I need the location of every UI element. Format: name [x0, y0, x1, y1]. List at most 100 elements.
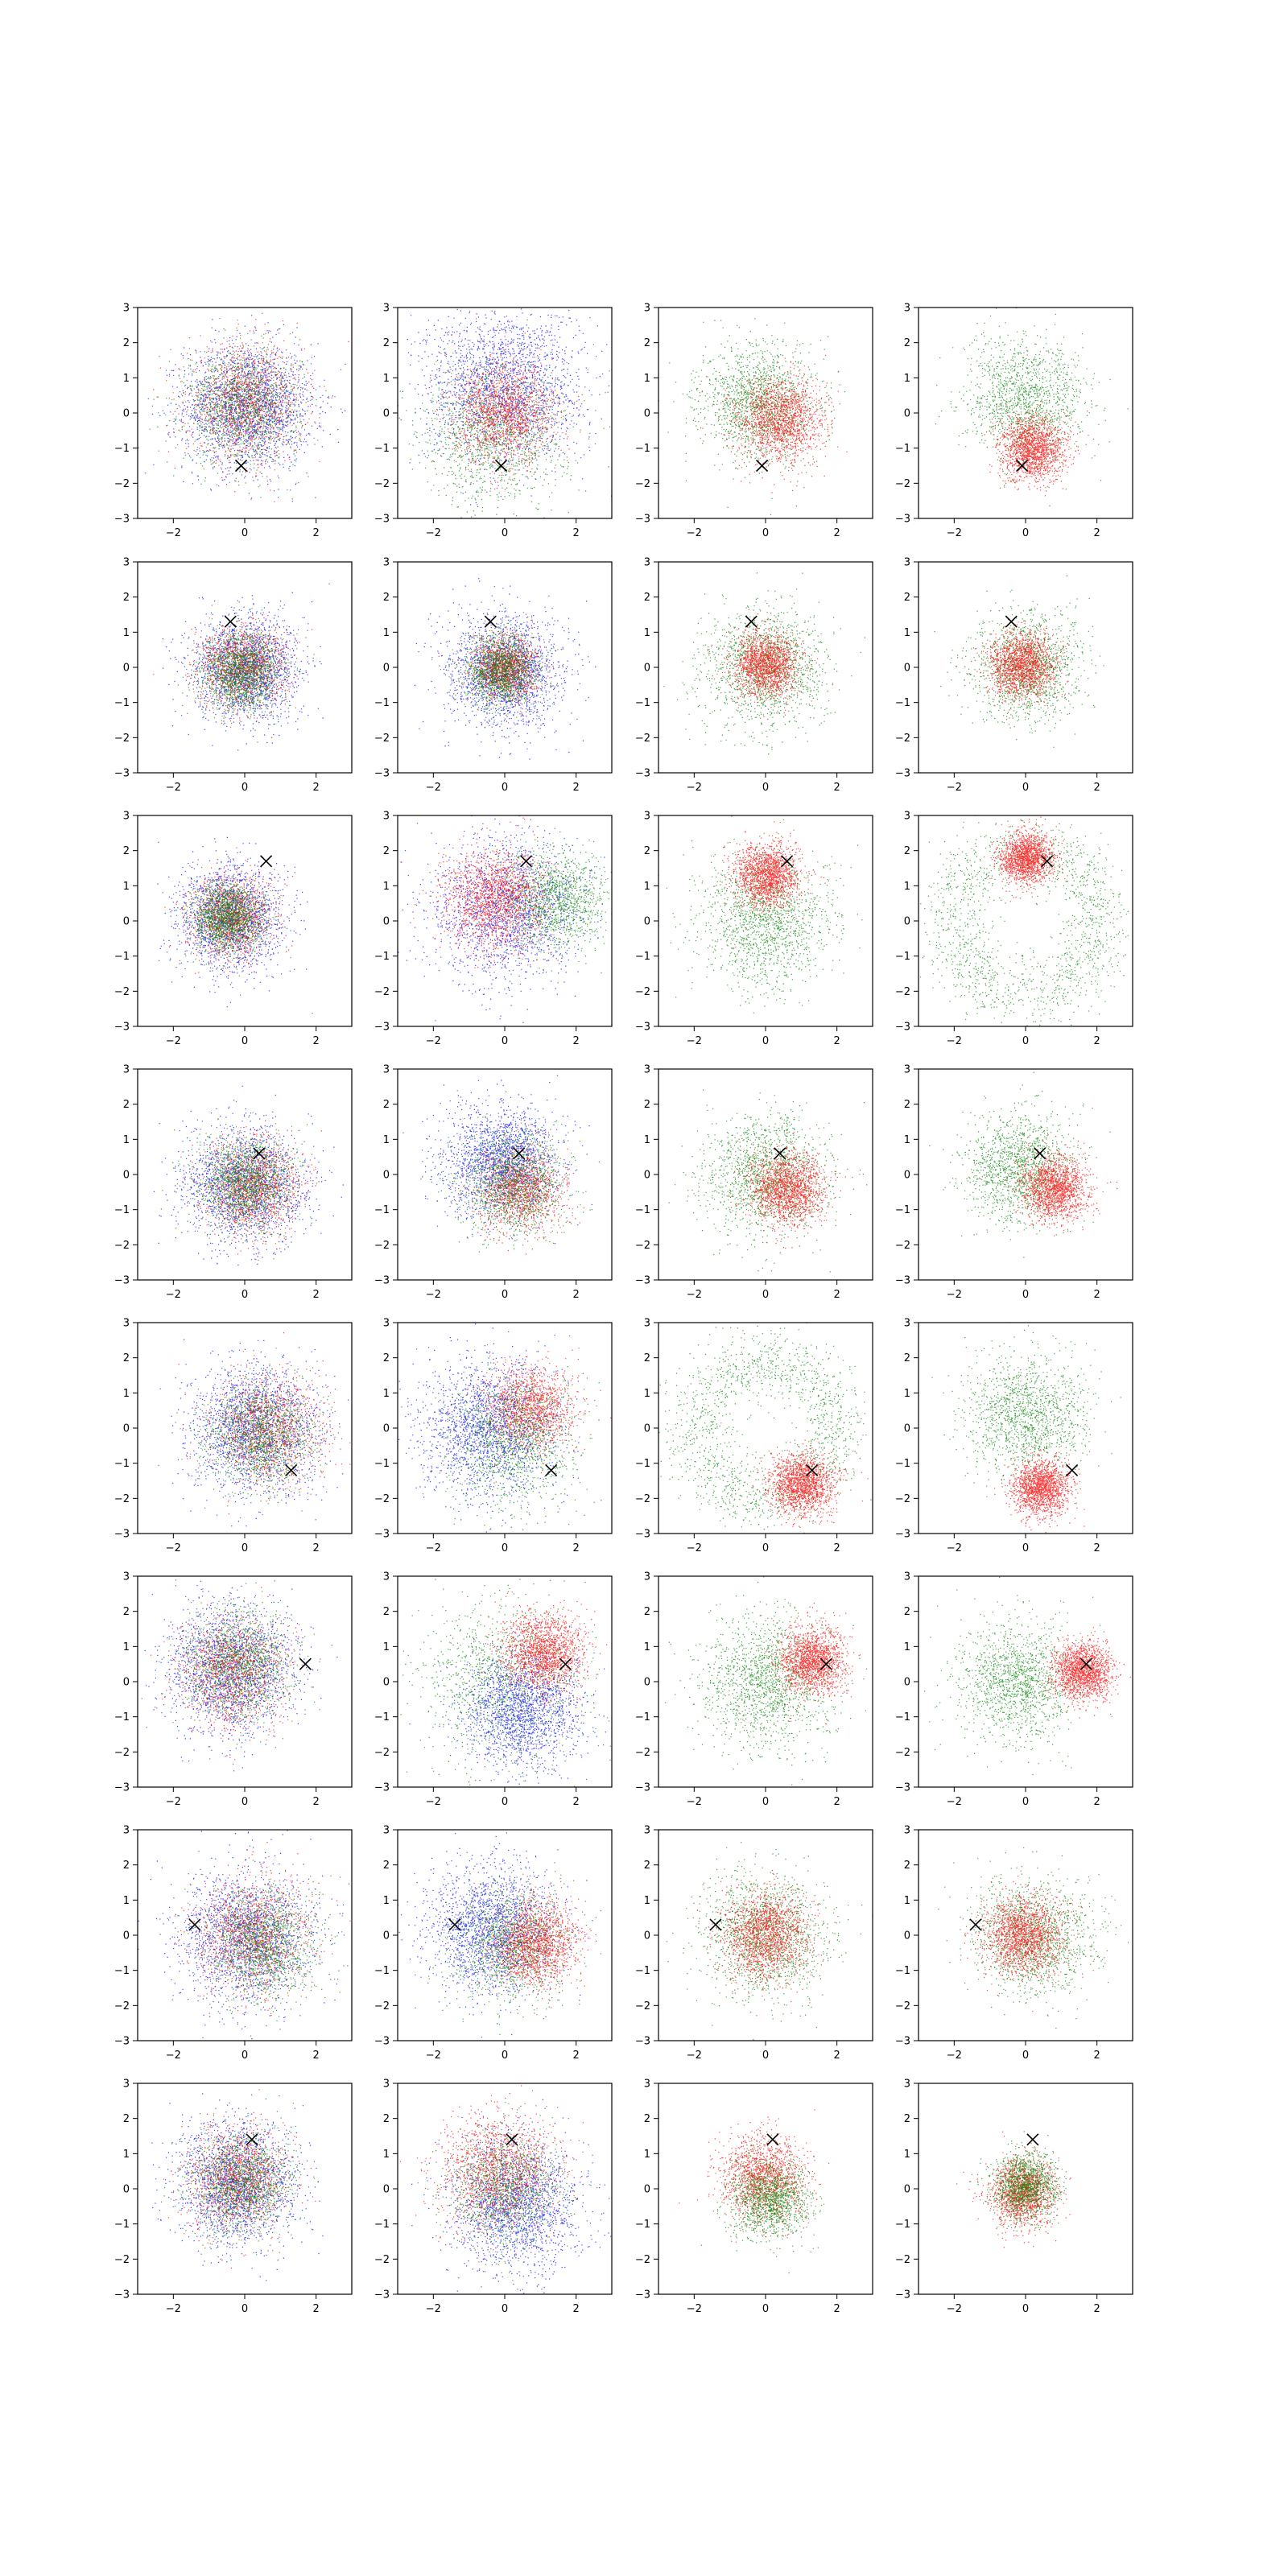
x-tick-label: 2	[313, 782, 320, 794]
y-tick-label: −3	[895, 2289, 910, 2301]
y-tick-label: −3	[114, 768, 130, 780]
scatter-points-green	[483, 826, 630, 984]
y-tick-label: 2	[904, 845, 910, 857]
x-tick-label: −2	[426, 1542, 441, 1554]
x-marker	[246, 2134, 258, 2145]
y-tick-label: 0	[123, 1423, 130, 1435]
x-tick-label: −2	[687, 1289, 702, 1301]
x-tick-label: −2	[687, 1035, 702, 1047]
y-tick-label: −3	[635, 1529, 650, 1541]
y-tick-label: 1	[644, 2149, 650, 2161]
points-layer	[918, 298, 1128, 506]
y-tick-label: 3	[904, 1825, 910, 1837]
y-tick-label: −1	[635, 1204, 650, 1216]
points-layer	[938, 1847, 1129, 2029]
x-marker	[254, 1148, 265, 1159]
y-tick-label: −1	[895, 1458, 910, 1470]
y-tick-label: −1	[895, 951, 910, 963]
x-marker	[496, 460, 507, 472]
x-tick-label: 2	[313, 1542, 320, 1554]
cluster-green	[390, 1335, 601, 1536]
cluster-blue	[369, 799, 625, 1023]
y-tick-label: −1	[114, 1965, 130, 1977]
scatter-points-red	[175, 1118, 322, 1260]
y-tick-label: −3	[114, 1022, 130, 1034]
scatter-points-red	[162, 2089, 316, 2268]
y-tick-label: 1	[904, 373, 910, 385]
x-marker	[1005, 616, 1017, 627]
scatter-points-red	[449, 1331, 614, 1484]
x-tick-label: 2	[834, 1289, 840, 1301]
x-tick-label: 2	[834, 1035, 840, 1047]
x-tick-label: 0	[502, 527, 508, 539]
y-tick-label: 0	[904, 1170, 910, 1182]
y-tick-label: −3	[635, 1022, 650, 1034]
y-tick-label: 0	[383, 1930, 390, 1942]
y-tick-label: 1	[123, 373, 130, 385]
x-marker	[189, 1919, 200, 1930]
y-tick-label: −1	[895, 2219, 910, 2231]
y-tick-label: 2	[904, 1860, 910, 1872]
y-tick-label: 3	[644, 1571, 650, 1583]
x-tick-label: −2	[947, 527, 962, 539]
y-tick-label: 0	[123, 916, 130, 928]
x-tick-label: 2	[573, 1035, 580, 1047]
x-tick-label: 2	[1094, 1796, 1100, 1808]
x-tick-label: 2	[834, 2303, 840, 2315]
x-marker	[225, 616, 236, 627]
scatter-points-blue	[402, 1075, 592, 1245]
scatter-points-red	[679, 2109, 829, 2245]
y-tick-label: −3	[114, 514, 130, 526]
x-tick-label: 0	[502, 2050, 508, 2062]
y-tick-label: 2	[383, 592, 390, 604]
x-marker	[757, 460, 768, 472]
cluster-green	[910, 1317, 1133, 1502]
points-layer	[378, 239, 635, 547]
y-tick-label: −3	[114, 1275, 130, 1287]
y-tick-label: 0	[123, 408, 130, 420]
cluster-red	[176, 1332, 350, 1514]
y-tick-label: −1	[635, 1711, 650, 1724]
scatter-points-red	[176, 1332, 350, 1514]
x-tick-label: −2	[426, 782, 441, 794]
y-tick-label: −1	[114, 697, 130, 709]
points-layer	[658, 318, 848, 515]
x-tick-label: 2	[834, 782, 840, 794]
y-tick-label: 2	[644, 2113, 650, 2125]
y-tick-label: −2	[114, 1747, 130, 1759]
axes-frame	[919, 562, 1133, 773]
y-tick-label: 0	[644, 1423, 650, 1435]
points-layer	[910, 1317, 1133, 1535]
y-tick-label: −2	[374, 1747, 390, 1759]
x-tick-label: 2	[1094, 2303, 1100, 2315]
y-tick-label: 3	[644, 303, 650, 315]
y-tick-label: 2	[904, 1352, 910, 1364]
x-tick-label: 0	[762, 782, 769, 794]
scatter-points-red	[1044, 1627, 1132, 1718]
points-layer	[667, 1842, 873, 2040]
x-marker	[485, 616, 496, 627]
y-tick-label: −1	[635, 2219, 650, 2231]
y-tick-label: −1	[114, 443, 130, 455]
y-tick-label: −2	[635, 478, 650, 490]
y-tick-label: −3	[895, 1275, 910, 1287]
y-tick-label: −3	[374, 1529, 390, 1541]
points-layer	[894, 799, 1146, 1032]
x-tick-label: 0	[1022, 1289, 1029, 1301]
cluster-red	[758, 1603, 861, 1724]
x-tick-label: 0	[242, 1542, 248, 1554]
cluster-green	[161, 2111, 319, 2255]
x-tick-label: 2	[573, 1796, 580, 1808]
x-tick-label: −2	[166, 527, 181, 539]
scatter-points-red	[150, 318, 349, 502]
cluster-green	[929, 1072, 1111, 1258]
y-tick-label: 0	[383, 1423, 390, 1435]
y-tick-label: −3	[895, 1022, 910, 1034]
y-tick-label: 0	[904, 1423, 910, 1435]
